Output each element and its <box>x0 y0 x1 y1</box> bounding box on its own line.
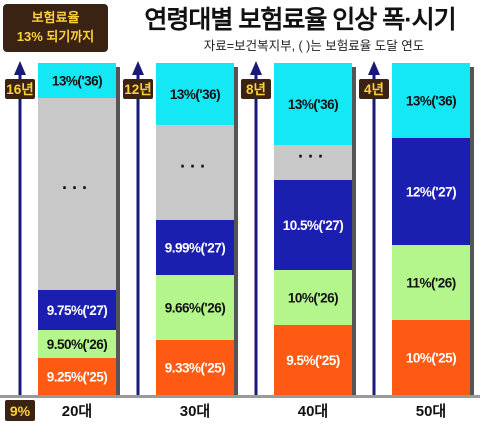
segment-label: 9.66%('26) <box>165 301 226 316</box>
bar-segment <box>392 320 470 395</box>
segment-label: 13%('36) <box>288 97 338 112</box>
segment-label: 9.99%('27) <box>165 241 226 256</box>
segment-label: 10%('26) <box>288 291 338 306</box>
bar-segment <box>38 63 116 98</box>
category-label: 20대 <box>62 403 93 420</box>
arrow-head <box>250 61 262 75</box>
duration-box <box>5 79 35 99</box>
duration-box <box>359 79 389 99</box>
bar-shadow <box>116 67 120 395</box>
arrow-head <box>14 61 26 75</box>
bar-segment <box>392 63 470 138</box>
baseline-strip <box>0 395 480 398</box>
source-note: 자료=보건복지부, ( )는 보험료율 도달 연도 <box>203 39 425 53</box>
bar-segment <box>274 145 352 180</box>
duration-label: 16년 <box>6 82 33 97</box>
chart-title: 연령대별 보험료율 인상 폭·시기 <box>144 6 456 34</box>
bar-segment <box>38 98 116 290</box>
arrow-head <box>132 61 144 75</box>
segment-label: ··· <box>62 178 92 198</box>
bar-segment <box>156 220 234 275</box>
duration-label: 12년 <box>124 82 151 97</box>
segment-label: 9.5%('25) <box>286 353 340 368</box>
segment-label: 9.50%('26) <box>47 337 108 352</box>
bar-segment <box>38 358 116 395</box>
category-label: 50대 <box>416 403 447 420</box>
arrow-head <box>368 61 380 75</box>
segment-label: 10.5%('27) <box>283 218 344 233</box>
base-rate-label: 9% <box>10 403 31 419</box>
segment-label: 9.25%('25) <box>47 370 108 385</box>
target-badge: 보험료율 13% 되기까지 <box>3 4 108 52</box>
segment-label: ··· <box>180 157 210 177</box>
badge-line-1: 보험료율 <box>31 10 80 25</box>
bar-shadow <box>352 67 356 395</box>
bar-segment <box>156 340 234 395</box>
bar-segment <box>156 63 234 125</box>
badge-line-2: 13% 되기까지 <box>16 29 95 44</box>
segment-label: 11%('26) <box>406 276 456 291</box>
bar-segment <box>274 325 352 395</box>
category-label: 40대 <box>298 403 329 420</box>
segment-label: 10%('25) <box>406 351 456 366</box>
segment-label: 12%('27) <box>406 185 456 200</box>
category-label: 30대 <box>180 403 211 420</box>
duration-box <box>241 79 271 99</box>
base-rate-box <box>5 400 35 421</box>
duration-label: 4년 <box>364 82 384 97</box>
bar-segment <box>156 125 234 220</box>
bar-segment <box>38 330 116 358</box>
segment-label: ··· <box>298 147 328 167</box>
bar-segment <box>156 275 234 340</box>
bar-shadow <box>470 67 474 395</box>
segment-label: 13%('36) <box>406 94 456 109</box>
bar-segment <box>392 138 470 245</box>
bar-segment <box>274 270 352 325</box>
bar-segment <box>274 63 352 145</box>
segment-label: 13%('36) <box>170 87 220 102</box>
bar-segment <box>392 245 470 320</box>
segment-label: 9.33%('25) <box>165 361 226 376</box>
segment-label: 9.75%('27) <box>47 303 108 318</box>
duration-label: 8년 <box>246 82 266 97</box>
duration-box <box>123 79 153 99</box>
bar-segment <box>274 180 352 270</box>
bar-shadow <box>234 67 238 395</box>
segment-label: 13%('36) <box>52 74 102 89</box>
bar-segment <box>38 290 116 330</box>
